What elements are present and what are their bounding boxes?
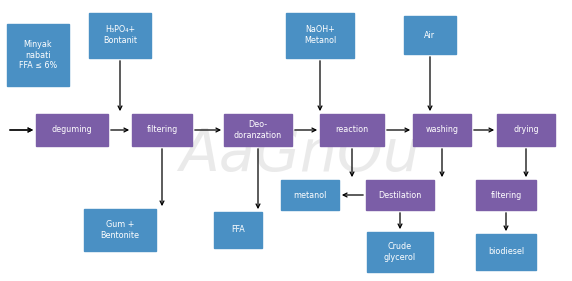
FancyBboxPatch shape: [404, 16, 456, 54]
FancyBboxPatch shape: [320, 114, 384, 146]
Text: filtering: filtering: [146, 126, 178, 135]
FancyBboxPatch shape: [7, 24, 69, 86]
Text: Crude
glycerol: Crude glycerol: [384, 242, 416, 262]
FancyBboxPatch shape: [224, 114, 292, 146]
Text: Air: Air: [424, 31, 435, 40]
FancyBboxPatch shape: [286, 12, 354, 58]
Text: filtering: filtering: [490, 191, 522, 200]
FancyBboxPatch shape: [132, 114, 192, 146]
FancyBboxPatch shape: [214, 212, 262, 248]
Text: washing: washing: [426, 126, 459, 135]
Text: H₃PO₄+
Bontanit: H₃PO₄+ Bontanit: [103, 25, 137, 45]
FancyBboxPatch shape: [36, 114, 108, 146]
FancyBboxPatch shape: [476, 180, 536, 210]
Text: Gum +
Bentonite: Gum + Bentonite: [101, 220, 140, 240]
FancyBboxPatch shape: [84, 209, 156, 251]
FancyBboxPatch shape: [497, 114, 555, 146]
Text: FFA: FFA: [231, 225, 245, 235]
Text: Destilation: Destilation: [378, 191, 422, 200]
Text: deguming: deguming: [51, 126, 92, 135]
Text: AaGnOu: AaGnOu: [180, 126, 420, 183]
FancyBboxPatch shape: [89, 12, 151, 58]
Text: biodiesel: biodiesel: [488, 248, 524, 257]
Text: Minyak
nabati
FFA ≤ 6%: Minyak nabati FFA ≤ 6%: [19, 40, 57, 70]
FancyBboxPatch shape: [366, 180, 434, 210]
Text: drying: drying: [513, 126, 539, 135]
FancyBboxPatch shape: [476, 234, 536, 270]
Text: NaOH+
Metanol: NaOH+ Metanol: [304, 25, 336, 45]
Text: reaction: reaction: [335, 126, 368, 135]
FancyBboxPatch shape: [413, 114, 471, 146]
Text: Deo-
doranzation: Deo- doranzation: [234, 120, 282, 140]
FancyBboxPatch shape: [367, 232, 433, 272]
Text: metanol: metanol: [293, 191, 327, 200]
FancyBboxPatch shape: [281, 180, 339, 210]
